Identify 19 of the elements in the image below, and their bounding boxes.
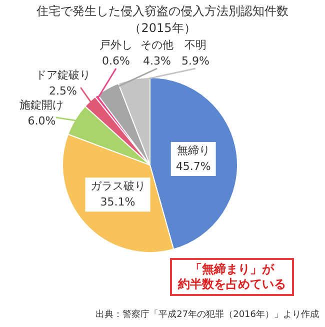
data-label: 35.1% <box>100 195 136 208</box>
slice-label: その他 <box>140 38 174 52</box>
slice-label: 施錠開け <box>20 98 64 112</box>
data-label: 4.3% <box>143 54 171 68</box>
data-label: 5.9% <box>181 54 210 68</box>
slice-label: 無締り <box>176 144 210 157</box>
source-note: 出典：警察庁「平成27年の犯罪（2016年）」より作成 <box>96 308 319 321</box>
data-label: 0.6% <box>102 54 130 68</box>
data-label: 6.0% <box>28 114 56 128</box>
data-label: 45.7% <box>176 160 211 173</box>
slice-label: ドア錠破り <box>35 68 90 82</box>
chart-title: 住宅で発生した侵入窃盗の侵入方法別認知件数 <box>36 3 290 20</box>
text: 「無締まり」が <box>189 262 276 277</box>
slice-label: 不明 <box>184 38 206 52</box>
slice-label: ガラス破り <box>90 179 146 192</box>
slice-label: 戸外し <box>100 38 132 52</box>
chart-subtitle: （2015年） <box>128 20 197 37</box>
text: 約半数を占めている <box>178 277 286 292</box>
data-label: 2.5% <box>48 84 77 98</box>
